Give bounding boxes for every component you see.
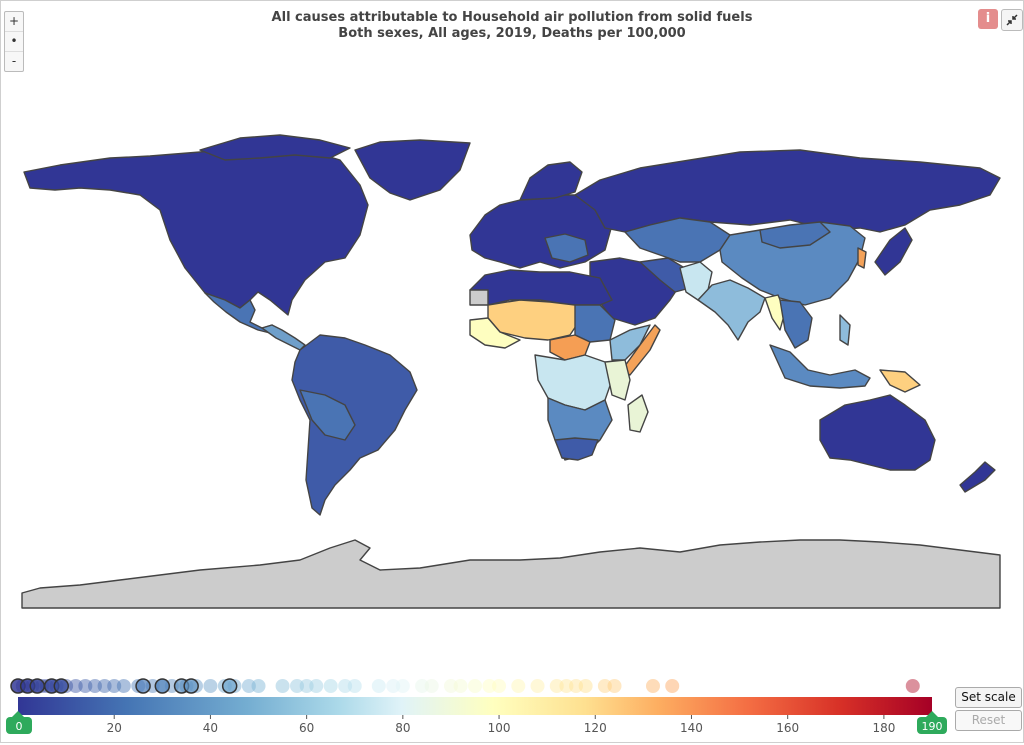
value-dot[interactable] [371,679,386,693]
min-handle[interactable]: 0 [6,711,32,734]
reset-button[interactable]: Reset [955,710,1022,731]
tick-label: 40 [203,721,218,735]
west-africa-coast[interactable] [469,317,521,349]
collapse-button[interactable] [1001,9,1023,31]
value-dot[interactable] [607,679,622,693]
value-dot[interactable] [559,679,574,693]
tick-label: 100 [488,721,511,735]
russia[interactable] [574,149,1001,233]
value-dot[interactable] [275,679,290,693]
value-dot[interactable] [511,679,526,693]
value-dot[interactable] [290,679,305,693]
value-dot[interactable] [443,679,458,693]
papua-new-guinea[interactable] [879,369,921,393]
value-dots [10,678,920,694]
madagascar[interactable] [627,394,649,433]
antarctica[interactable] [21,539,1001,609]
value-dot[interactable] [386,679,401,693]
value-dot[interactable] [241,679,256,693]
value-dot[interactable] [203,679,218,693]
value-dot[interactable] [97,679,112,693]
arctic-islands[interactable] [199,134,351,161]
min-label: 0 [16,720,23,733]
value-dot[interactable] [395,679,410,693]
value-dot[interactable] [309,679,324,693]
max-label: 190 [922,720,943,733]
india[interactable] [697,279,766,341]
value-dot[interactable] [107,679,122,693]
color-scale-bar [18,697,932,715]
collapse-icon [1006,14,1018,26]
value-dot[interactable] [424,679,439,693]
highlighted-value-dot[interactable] [29,678,45,694]
tick-label: 20 [107,721,122,735]
tick-label: 140 [680,721,703,735]
map-subtitle: Both sexes, All ages, 2019, Deaths per 1… [338,26,686,41]
zoom-controls: + • - [4,11,24,72]
value-dot[interactable] [549,679,564,693]
value-dot[interactable] [645,679,660,693]
indonesia[interactable] [769,344,871,389]
philippines[interactable] [839,314,851,346]
australia[interactable] [819,394,936,471]
world-map [21,134,1001,609]
value-dot[interactable] [415,679,430,693]
value-dot[interactable] [323,679,338,693]
value-dot[interactable] [530,679,545,693]
zoom-out-button[interactable]: - [11,54,17,68]
peru-bolivia[interactable] [299,389,356,441]
value-dot[interactable] [453,679,468,693]
highlighted-value-dot[interactable] [183,678,199,694]
map-title: All causes attributable to Household air… [271,10,753,25]
highlighted-value-dot[interactable] [154,678,171,694]
value-dot[interactable] [492,679,507,693]
highlighted-value-dot[interactable] [135,678,151,694]
highlighted-value-dot[interactable] [53,678,70,694]
greenland[interactable] [354,139,471,201]
southeast-asia[interactable] [779,299,813,349]
tick-label: 60 [299,721,314,735]
north-africa[interactable] [469,269,613,306]
value-dot[interactable] [338,679,353,693]
tick-label: 120 [584,721,607,735]
value-dot[interactable] [578,679,593,693]
mongolia[interactable] [759,221,831,249]
value-dot[interactable] [905,679,920,693]
scandinavia[interactable] [519,161,583,201]
tick-label: 160 [776,721,799,735]
color-legend: 20 40 60 80 100 120 140 160 180 0 190 [6,678,947,735]
set-scale-button[interactable]: Set scale [955,687,1022,708]
east-africa[interactable] [604,359,631,401]
zoom-in-button[interactable]: + [5,12,23,32]
korea[interactable] [857,247,867,269]
value-dot[interactable] [482,679,497,693]
central-america[interactable] [261,324,306,351]
value-dot[interactable] [597,679,612,693]
value-dot[interactable] [87,679,102,693]
south-africa[interactable] [554,437,599,461]
info-button[interactable]: i [978,9,998,29]
value-dot[interactable] [665,679,680,693]
tick-label: 180 [872,721,895,735]
value-dot[interactable] [569,679,584,693]
north-america[interactable] [23,146,369,316]
value-dot[interactable] [68,679,83,693]
highlighted-value-dot[interactable] [221,678,238,694]
max-handle[interactable]: 190 [917,711,947,734]
new-zealand[interactable] [959,461,996,493]
japan[interactable] [874,227,913,276]
value-dot[interactable] [299,679,314,693]
western-sahara[interactable] [469,289,489,306]
value-dot[interactable] [251,679,266,693]
value-dot[interactable] [347,679,362,693]
tick-label: 80 [395,721,410,735]
zoom-reset-button[interactable]: • [5,32,23,52]
balkans[interactable] [544,233,589,263]
value-dot[interactable] [468,679,482,693]
value-dot[interactable] [78,679,93,693]
scale-ticks: 20 40 60 80 100 120 140 160 180 [107,715,895,735]
value-dot[interactable] [116,679,131,693]
